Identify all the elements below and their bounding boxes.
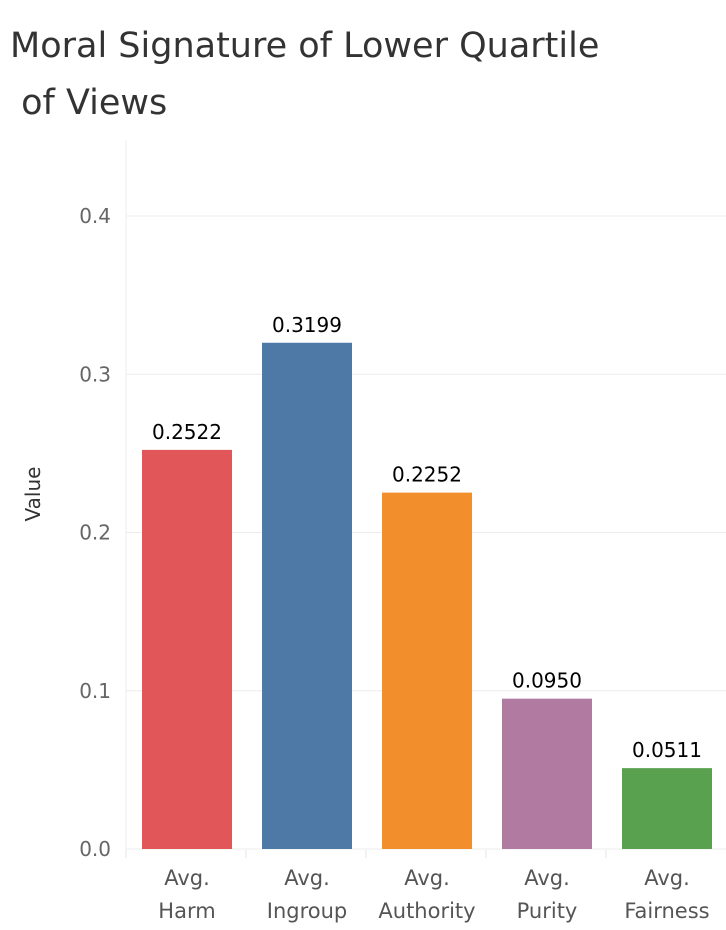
y-axis: 0.0 0.1 0.2 0.3 0.4 bbox=[79, 204, 111, 861]
y-tick-label: 0.3 bbox=[79, 362, 111, 386]
chart-title: Moral Signature of Lower Quartile of Vie… bbox=[10, 18, 710, 132]
bar[interactable] bbox=[262, 342, 352, 849]
y-axis-title: Value bbox=[21, 467, 45, 522]
y-tick-label: 0.2 bbox=[79, 521, 111, 545]
chart-title-line-1: Moral Signature of Lower Quartile bbox=[10, 26, 600, 66]
x-tick-label: Fairness bbox=[624, 899, 709, 923]
x-tick-label: Avg. bbox=[164, 866, 210, 890]
bars bbox=[142, 342, 712, 849]
chart-title-line-2: of Views bbox=[10, 83, 168, 123]
bar-value-label: 0.0511 bbox=[632, 738, 702, 762]
x-tick-label: Purity bbox=[517, 899, 578, 923]
y-tick-label: 0.1 bbox=[79, 679, 111, 703]
y-tick-label: 0.4 bbox=[79, 204, 111, 228]
x-tick-label: Avg. bbox=[404, 866, 450, 890]
x-tick-label: Ingroup bbox=[267, 899, 348, 923]
x-tick-label: Avg. bbox=[284, 866, 330, 890]
y-tick-label: 0.0 bbox=[79, 837, 111, 861]
bar[interactable] bbox=[502, 698, 592, 849]
x-tick-label: Harm bbox=[158, 899, 215, 923]
data-labels: 0.2522 0.3199 0.2252 0.0950 0.0511 bbox=[152, 313, 702, 762]
bar-value-label: 0.2522 bbox=[152, 420, 222, 444]
x-tick-label: Avg. bbox=[524, 866, 570, 890]
bar[interactable] bbox=[382, 492, 472, 849]
bar-value-label: 0.0950 bbox=[512, 669, 582, 693]
bar[interactable] bbox=[622, 768, 712, 849]
x-tick-label: Authority bbox=[378, 899, 475, 923]
bar-value-label: 0.3199 bbox=[272, 313, 342, 337]
x-tick-label: Avg. bbox=[644, 866, 690, 890]
bar-value-label: 0.2252 bbox=[392, 463, 462, 487]
x-axis: Avg. Harm Avg. Ingroup Avg. Authority Avg. Puri… bbox=[125, 850, 710, 923]
bar[interactable] bbox=[142, 449, 232, 849]
